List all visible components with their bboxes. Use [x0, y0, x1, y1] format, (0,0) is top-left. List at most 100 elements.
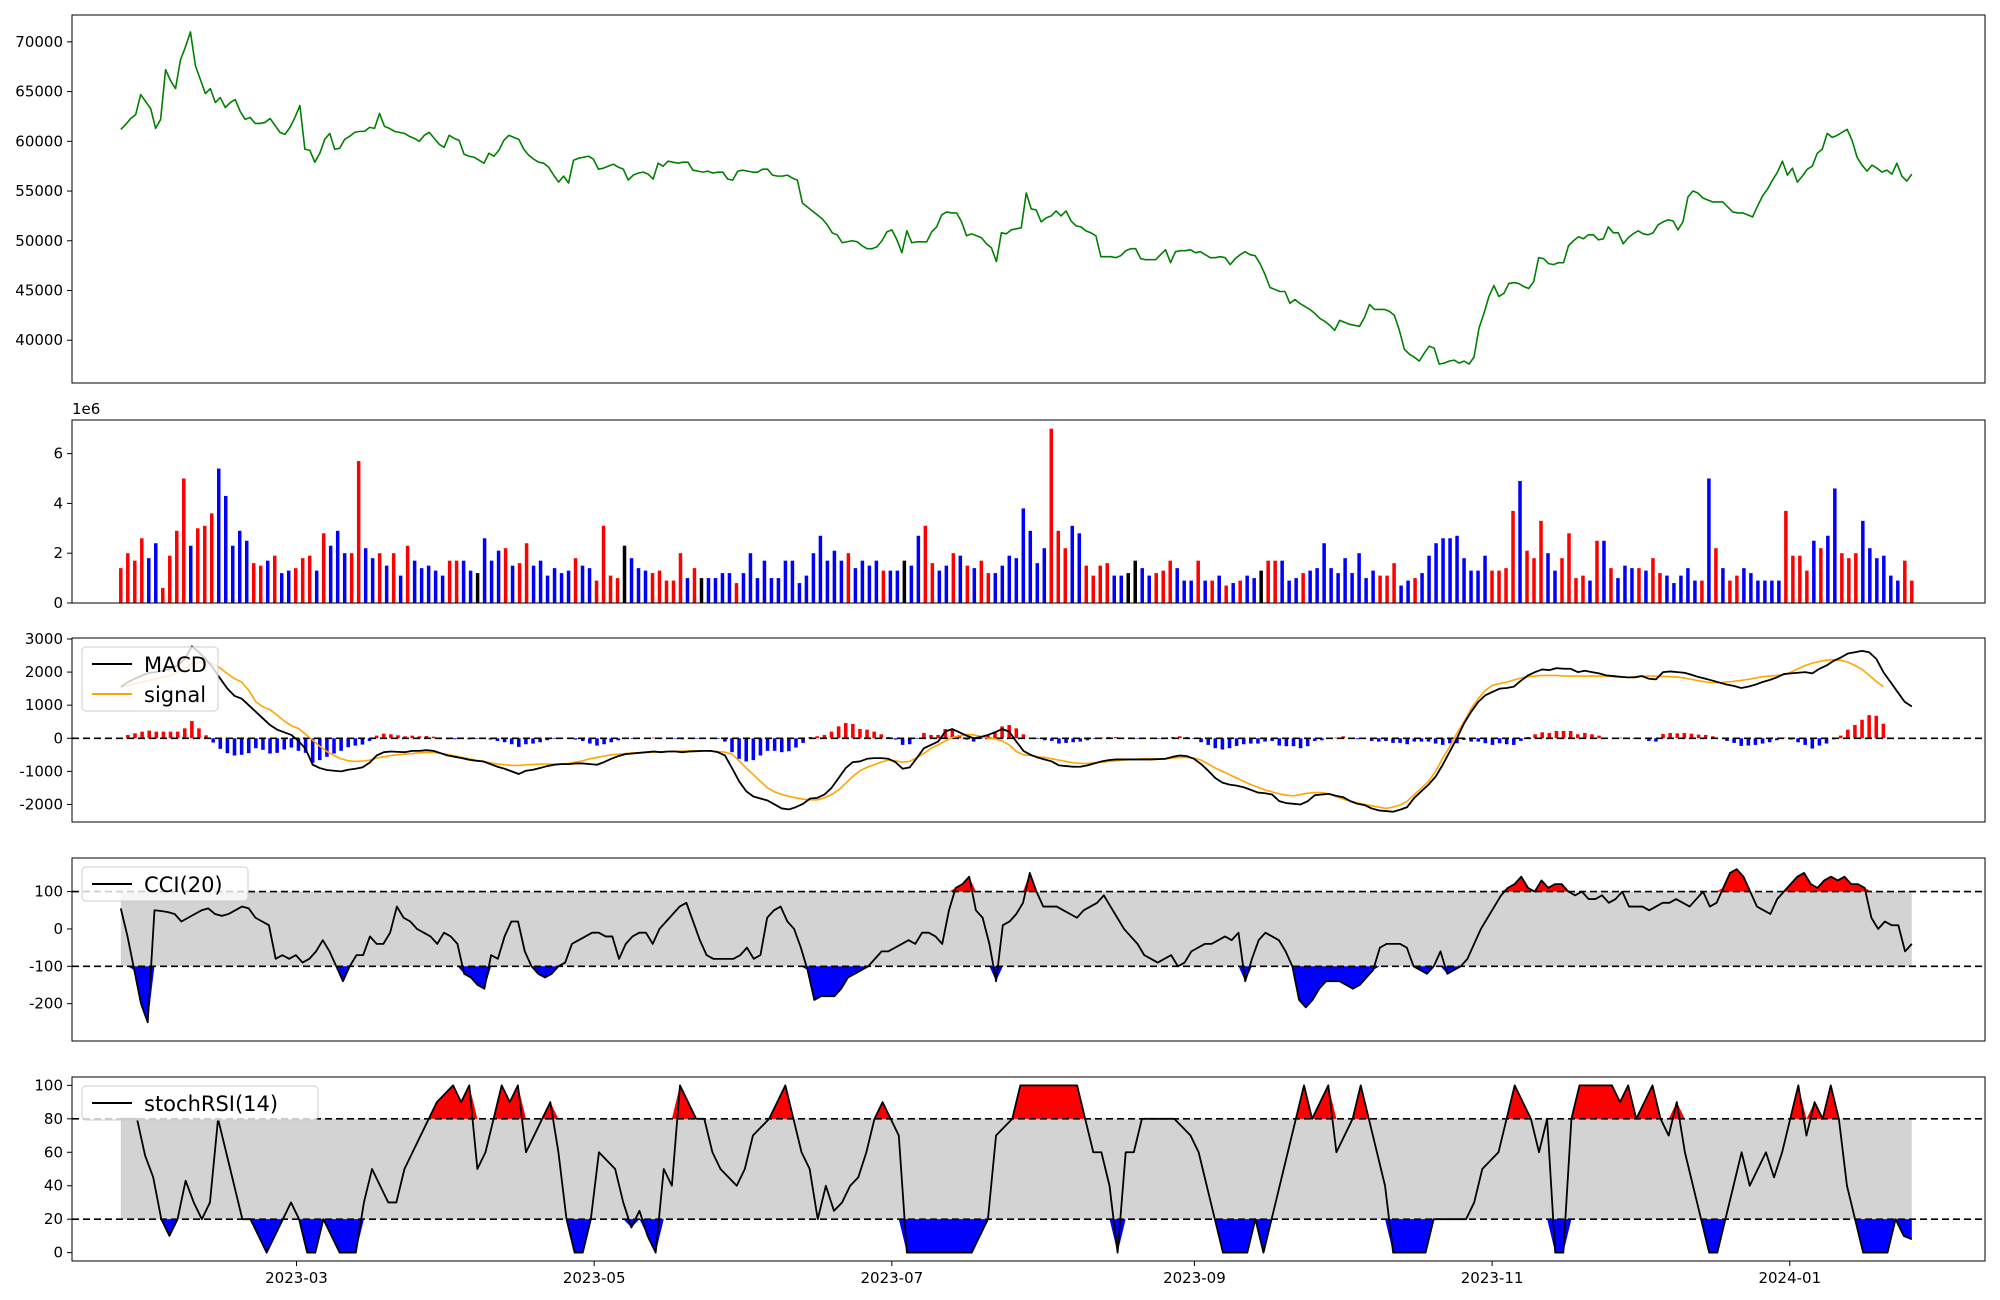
volume-bar — [1266, 560, 1270, 603]
volume-bar — [1518, 481, 1522, 603]
macd-histogram-bar — [1355, 738, 1360, 740]
volume-bar — [1280, 560, 1284, 603]
volume-bar — [210, 513, 214, 603]
macd-histogram-bar — [907, 738, 912, 745]
cci-panel: -200 -100 0 100 CCI(20) — [29, 857, 1986, 1042]
macd-histogram-bar — [1533, 734, 1537, 739]
volume-bar — [622, 545, 627, 603]
macd-histogram-bar — [1035, 738, 1040, 739]
volume-bar — [1490, 570, 1494, 603]
stochrsi-ytick-label: 100 — [34, 1076, 63, 1094]
macd-histogram-bar — [1647, 738, 1651, 741]
volume-bar — [1308, 570, 1312, 603]
xtick-label: 2023-05 — [563, 1269, 626, 1287]
macd-histogram-bar — [758, 738, 763, 756]
volume-bar — [1140, 568, 1144, 603]
volume-bar — [1154, 573, 1158, 603]
macd-histogram-bar — [1014, 728, 1019, 739]
macd-histogram-bar — [374, 735, 379, 739]
macd-histogram-bar — [239, 738, 244, 755]
volume-bar — [1784, 510, 1788, 603]
macd-histogram-bar — [1661, 733, 1665, 739]
volume-bar — [615, 578, 620, 603]
legend-label: CCI(20) — [144, 873, 223, 897]
macd-histogram-bar — [1860, 719, 1864, 739]
macd-histogram-bar — [787, 738, 791, 752]
macd-histogram-bar — [538, 738, 542, 743]
volume-bar — [237, 530, 242, 603]
volume-bar — [1889, 575, 1893, 603]
volume-bar — [1882, 555, 1886, 603]
xtick-label: 2023-09 — [1163, 1269, 1226, 1287]
volume-bar — [349, 553, 354, 603]
volume-bar — [147, 558, 151, 603]
macd-histogram-bar — [1547, 732, 1552, 739]
volume-bar — [1224, 585, 1228, 603]
macd-histogram-bar — [843, 723, 848, 739]
macd-histogram-bar — [1853, 725, 1857, 739]
macd-histogram-bar — [1376, 738, 1381, 742]
volume-bar — [307, 555, 312, 603]
macd-histogram-bar — [509, 738, 514, 745]
volume-bar — [1777, 580, 1781, 603]
volume-bar — [1371, 570, 1375, 603]
volume-bar — [1476, 570, 1480, 603]
volume-bar — [279, 573, 284, 603]
volume-bar — [1623, 565, 1627, 603]
volume-bar — [1448, 538, 1452, 603]
volume-bar — [503, 548, 508, 603]
macd-histogram-bar — [1583, 732, 1587, 739]
volume-bar — [482, 538, 487, 603]
volume-bar — [1728, 580, 1732, 603]
volume-bar — [1693, 580, 1697, 603]
volume-bar — [196, 528, 200, 603]
volume-bar — [272, 555, 277, 603]
stochrsi-ytick-label: 40 — [44, 1177, 63, 1195]
volume-bar — [1259, 570, 1263, 603]
volume-bar — [1861, 520, 1865, 603]
macd-histogram-bar — [431, 736, 436, 739]
volume-bar — [671, 580, 676, 603]
volume-bar — [1217, 575, 1221, 603]
macd-histogram-bar — [822, 734, 827, 739]
macd-histogram-bar — [1774, 738, 1779, 741]
macd-histogram-bar — [1689, 733, 1694, 739]
volume-bar — [1063, 548, 1068, 603]
price-panel: 40000 45000 50000 55000 60000 65000 70000 — [15, 14, 1986, 384]
volume-bar — [755, 578, 760, 603]
macd-histogram-bar — [1732, 738, 1736, 743]
volume-bar — [1679, 575, 1683, 603]
volume-bar — [818, 535, 823, 603]
volume-bar — [1294, 578, 1298, 603]
macd-histogram-bar — [367, 738, 372, 741]
macd-histogram-bar — [1682, 732, 1687, 739]
stochrsi-line — [120, 1084, 1913, 1254]
volume-bar — [461, 560, 466, 603]
macd-histogram-bar — [1156, 738, 1161, 739]
volume-bar — [860, 560, 865, 603]
macd-ytick-label: -1000 — [19, 762, 63, 780]
macd-histogram-bar — [851, 724, 855, 739]
volume-bar — [1329, 568, 1333, 603]
volume-bar — [1672, 583, 1676, 603]
macd-histogram-bar — [993, 731, 997, 739]
macd-histogram-bar — [801, 738, 805, 743]
volume-bar — [727, 573, 732, 603]
price-ytick-label: 55000 — [15, 182, 63, 200]
macd-histogram-bar — [865, 729, 869, 739]
volume-bar — [321, 533, 326, 603]
macd-histogram-bar — [1540, 732, 1544, 739]
macd-histogram-bar — [794, 738, 798, 748]
macd-histogram-bar — [1838, 735, 1843, 739]
macd-histogram-bar — [772, 738, 777, 751]
cci-ytick-label: -100 — [29, 957, 63, 975]
macd-histogram-bar — [403, 736, 407, 739]
macd-histogram-bar — [1199, 738, 1203, 743]
volume-ytick-label: 2 — [53, 544, 63, 562]
macd-histogram-bar — [531, 738, 535, 744]
volume-bar — [1763, 580, 1767, 603]
volume-bar — [1616, 578, 1620, 603]
volume-bar — [1126, 573, 1130, 603]
macd-histogram-bar — [1320, 738, 1324, 741]
macd-histogram-bar — [1711, 736, 1715, 739]
